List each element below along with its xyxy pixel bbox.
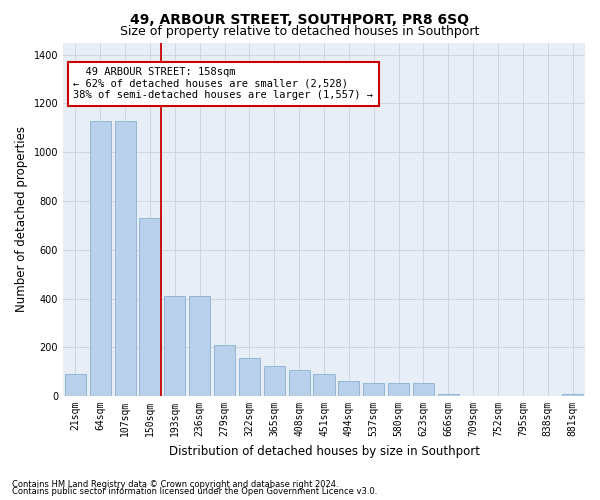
Text: Contains public sector information licensed under the Open Government Licence v3: Contains public sector information licen… xyxy=(12,487,377,496)
Bar xyxy=(562,394,583,396)
Bar xyxy=(139,218,161,396)
Bar xyxy=(115,120,136,396)
Bar xyxy=(90,120,111,396)
Text: Size of property relative to detached houses in Southport: Size of property relative to detached ho… xyxy=(121,25,479,38)
Bar xyxy=(438,394,459,396)
Bar xyxy=(313,374,335,396)
Bar xyxy=(413,382,434,396)
Bar xyxy=(388,382,409,396)
Bar xyxy=(65,374,86,396)
Text: 49, ARBOUR STREET, SOUTHPORT, PR8 6SQ: 49, ARBOUR STREET, SOUTHPORT, PR8 6SQ xyxy=(131,12,470,26)
Bar xyxy=(289,370,310,396)
Bar xyxy=(264,366,285,396)
Bar xyxy=(239,358,260,396)
Bar xyxy=(164,296,185,396)
Bar xyxy=(189,296,211,396)
Bar xyxy=(338,382,359,396)
Bar xyxy=(214,345,235,396)
X-axis label: Distribution of detached houses by size in Southport: Distribution of detached houses by size … xyxy=(169,444,479,458)
Text: Contains HM Land Registry data © Crown copyright and database right 2024.: Contains HM Land Registry data © Crown c… xyxy=(12,480,338,489)
Bar xyxy=(363,382,384,396)
Y-axis label: Number of detached properties: Number of detached properties xyxy=(15,126,28,312)
Text: 49 ARBOUR STREET: 158sqm  
← 62% of detached houses are smaller (2,528)
38% of s: 49 ARBOUR STREET: 158sqm ← 62% of detach… xyxy=(73,67,373,100)
